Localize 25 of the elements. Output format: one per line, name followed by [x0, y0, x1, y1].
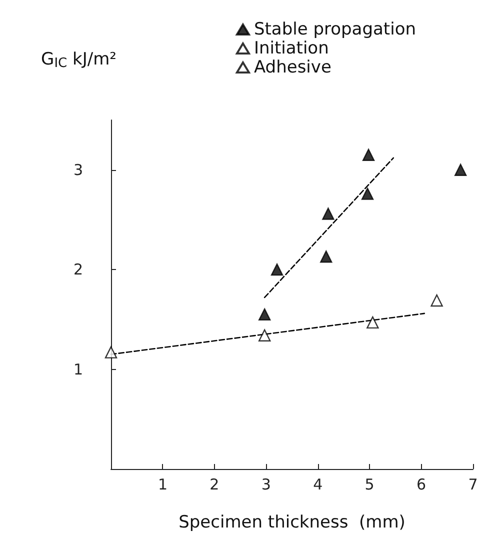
point [362, 148, 375, 161]
point [270, 263, 284, 276]
point [258, 308, 271, 321]
y-tick-label: 3 [73, 160, 83, 179]
x-tick-label: 2 [210, 476, 220, 494]
point [258, 329, 271, 342]
point [454, 164, 467, 176]
x-tick-label: 5 [364, 476, 374, 494]
x-axis-title: Specimen thickness (mm) [178, 512, 406, 532]
point [104, 346, 118, 358]
x-tick-label: 1 [158, 476, 168, 494]
point [430, 294, 443, 307]
legend-label: Initiation [254, 38, 329, 58]
point [366, 316, 379, 329]
y-tick-label: 1 [73, 360, 83, 378]
x-tick-label: 6 [416, 476, 426, 494]
point [320, 250, 332, 263]
y-tick-label: 2 [73, 260, 83, 279]
x-tick-label: 4 [313, 476, 323, 494]
legend-label: Stable propagation [254, 20, 416, 40]
point [322, 208, 334, 220]
x-tick-label: 7 [468, 476, 478, 494]
point [361, 188, 374, 200]
x-tick-label: 3 [261, 476, 271, 494]
legend-label: Adhesive [254, 58, 332, 78]
